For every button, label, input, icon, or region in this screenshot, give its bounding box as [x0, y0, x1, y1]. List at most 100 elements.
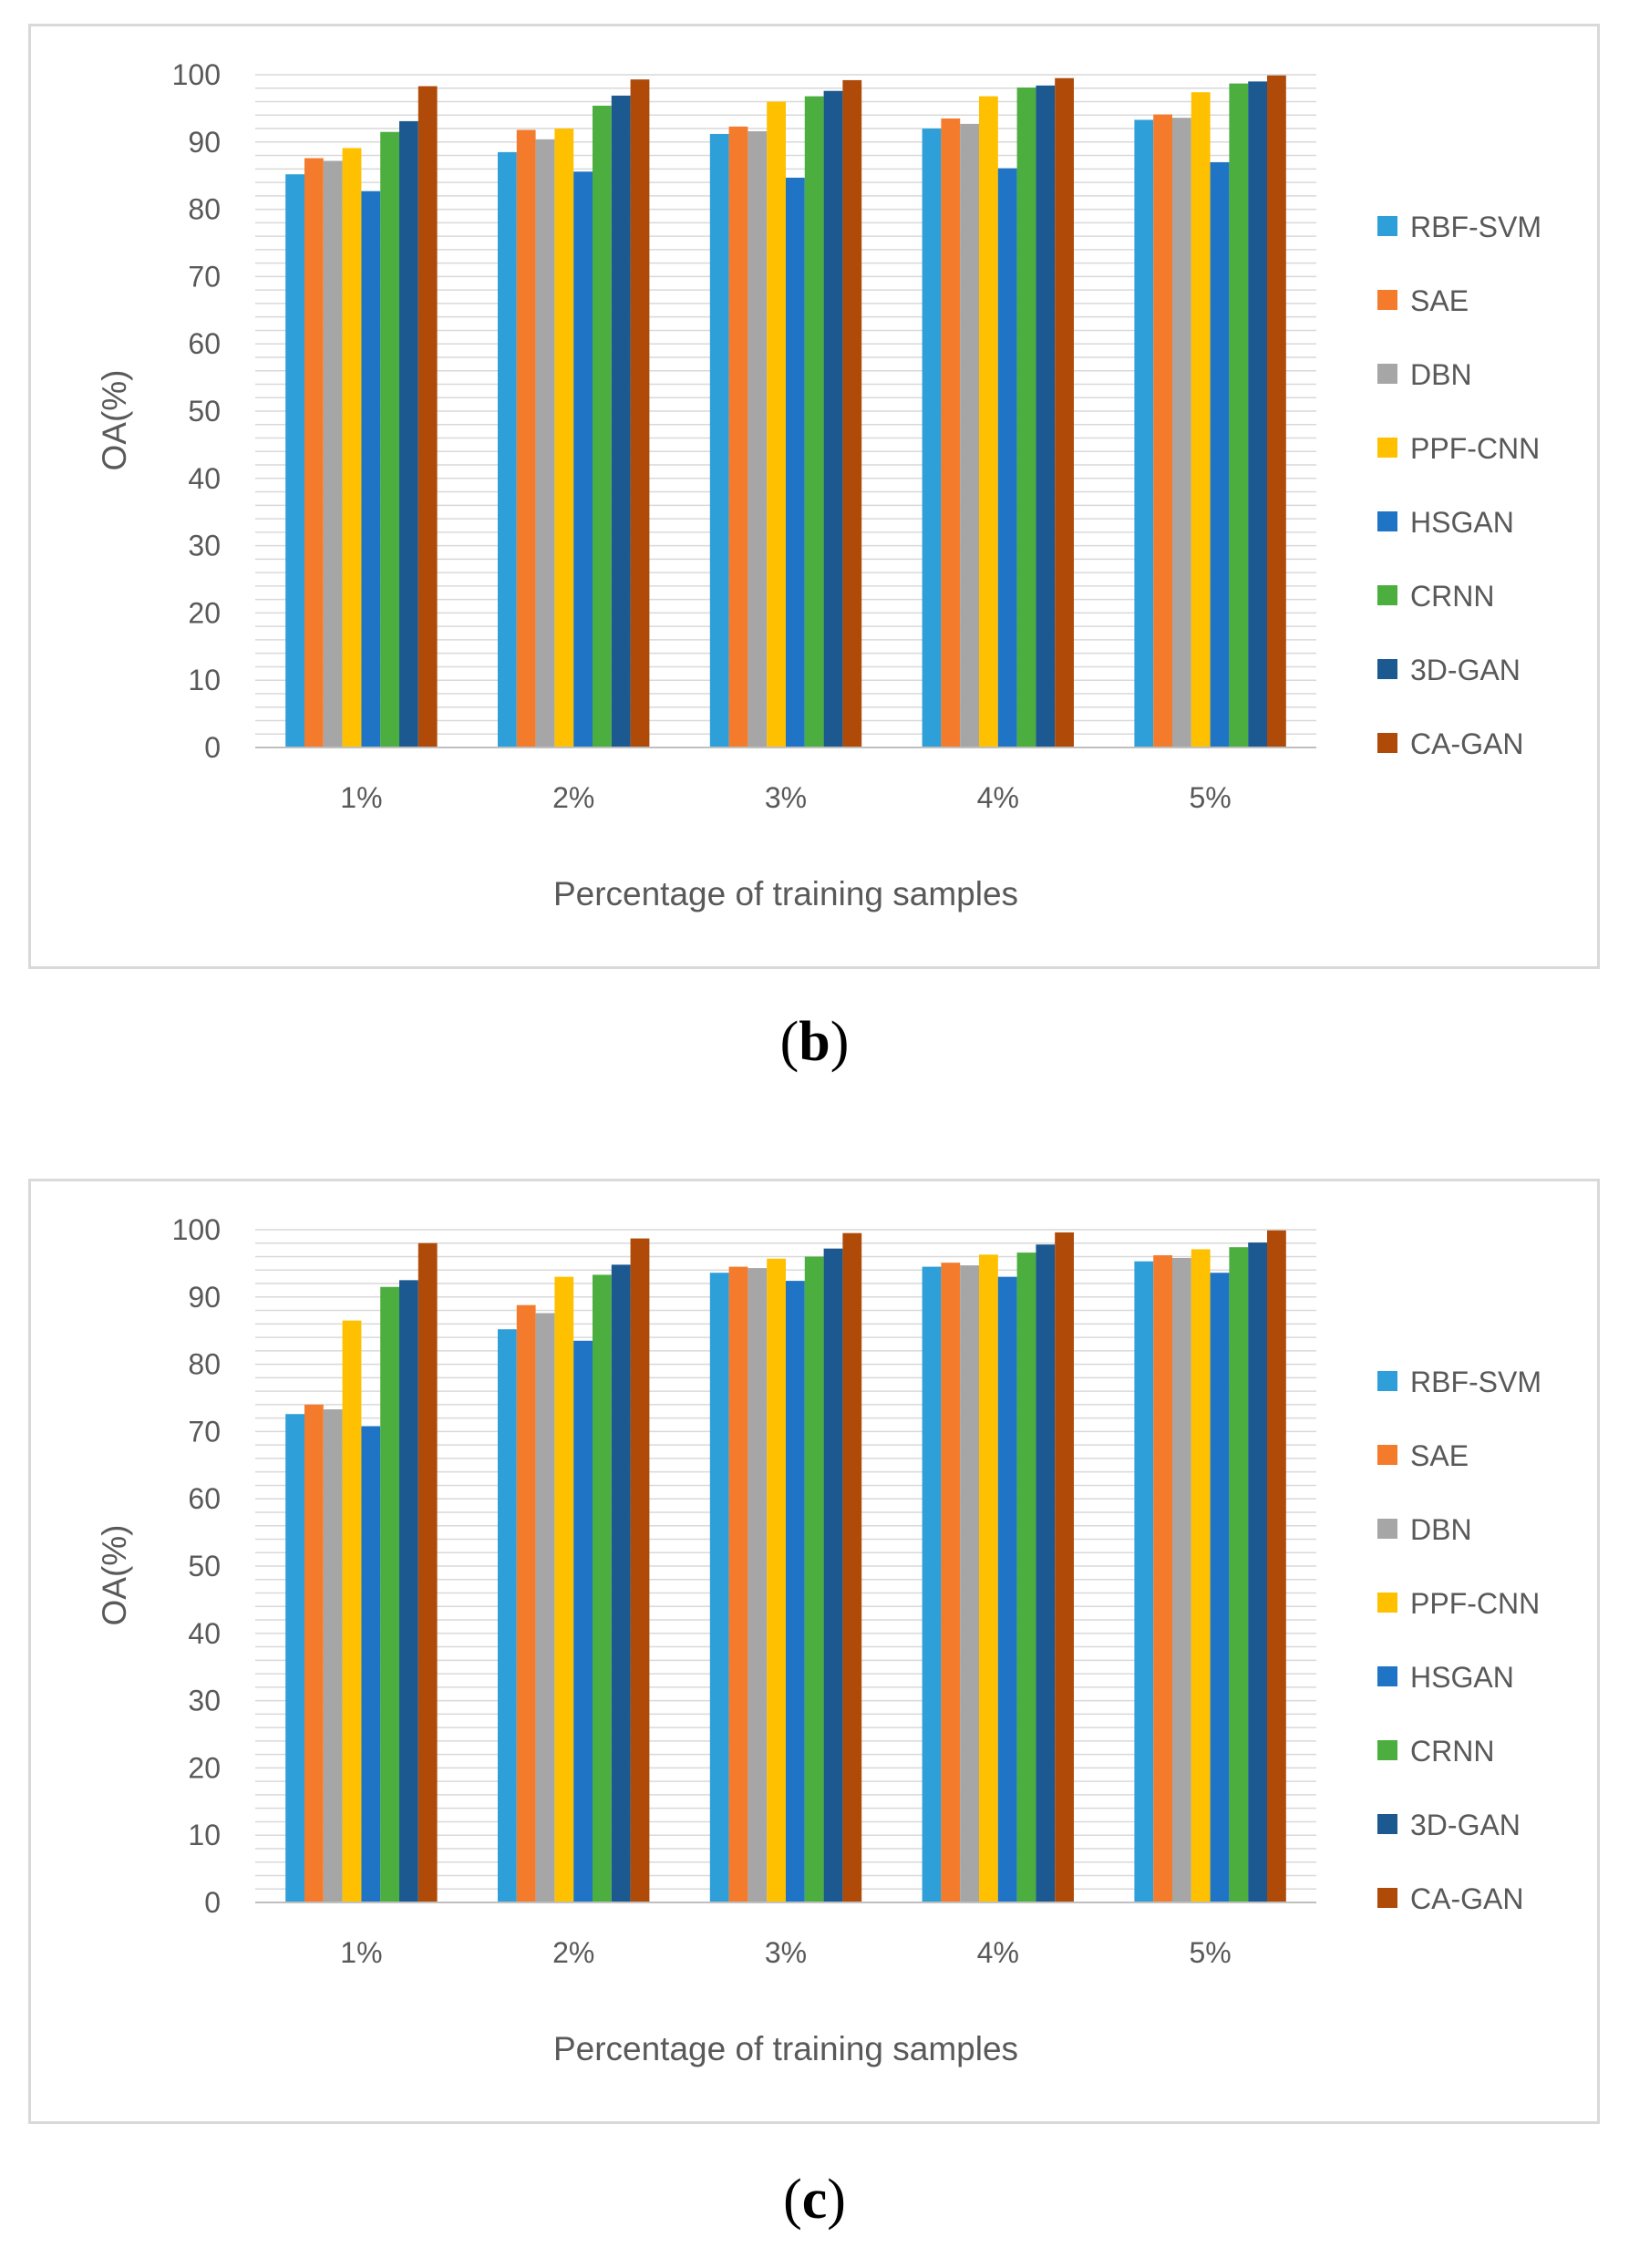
bar-c-HSGAN-3%: [786, 1281, 805, 1902]
bar-c-PPF-CNN-3%: [767, 1258, 786, 1902]
legend-label-b-CA-GAN: CA-GAN: [1410, 727, 1523, 760]
bar-c-SAE-4%: [941, 1263, 961, 1902]
legend-swatch-c-DBN: [1377, 1519, 1397, 1539]
bar-b-DBN-2%: [535, 139, 555, 747]
bar-b-HSGAN-4%: [997, 168, 1017, 747]
y-tick-label-c-60: 60: [188, 1482, 221, 1515]
bar-c-SAE-5%: [1153, 1255, 1172, 1902]
bar-b-PPF-CNN-2%: [554, 129, 574, 747]
y-ticks-b: 0 10 20 30 40 50 60 70 80 90 100: [172, 58, 221, 764]
bar-c-DBN-3%: [747, 1268, 768, 1902]
y-tick-label-c-10: 10: [188, 1819, 221, 1851]
caption-c-letter: c: [801, 2169, 828, 2231]
legend-swatch-c-3D-GAN: [1377, 1814, 1397, 1834]
legend-swatch-b-CA-GAN: [1377, 733, 1397, 753]
bar-c-PPF-CNN-2%: [554, 1276, 574, 1902]
y-tick-label-b-60: 60: [188, 327, 221, 360]
bar-c-RBF-SVM-4%: [922, 1266, 942, 1902]
legend-label-b-CRNN: CRNN: [1410, 580, 1494, 613]
bar-c-RBF-SVM-2%: [498, 1329, 517, 1902]
caption-b-letter: b: [799, 1011, 830, 1073]
legend-label-b-SAE: SAE: [1410, 284, 1469, 317]
bar-c-RBF-SVM-1%: [285, 1414, 304, 1902]
y-tick-label-b-90: 90: [188, 126, 221, 159]
bar-c-SAE-2%: [516, 1304, 536, 1902]
bars-b: [285, 75, 1286, 748]
bar-c-RBF-SVM-3%: [709, 1273, 729, 1902]
y-tick-label-b-50: 50: [188, 395, 221, 428]
bar-c-PPF-CNN-4%: [979, 1254, 998, 1902]
bar-c-3D-GAN-5%: [1248, 1242, 1267, 1902]
y-tick-label-c-90: 90: [188, 1281, 221, 1314]
legend-swatch-b-SAE: [1377, 290, 1397, 310]
x-tick-label-c-1%: 1%: [340, 1936, 382, 1969]
bar-c-CRNN-4%: [1016, 1253, 1036, 1902]
bar-chart-b: 0 10 20 30 40 50 60 70 80 90 100 1% 2% 3% 4% 5% Percenta…: [96, 58, 1541, 912]
legend-swatch-c-CRNN: [1377, 1740, 1397, 1760]
bar-c-DBN-1%: [323, 1409, 343, 1902]
x-tick-label-b-2%: 2%: [552, 781, 594, 814]
bar-b-HSGAN-3%: [786, 177, 805, 747]
bar-c-HSGAN-1%: [361, 1426, 381, 1902]
bar-b-RBF-SVM-2%: [498, 151, 517, 747]
bar-c-HSGAN-5%: [1210, 1273, 1230, 1902]
y-tick-label-b-70: 70: [188, 260, 221, 293]
legend-label-c-CRNN: CRNN: [1410, 1735, 1494, 1768]
y-tick-label-c-100: 100: [172, 1213, 221, 1246]
bar-b-DBN-4%: [960, 123, 979, 747]
legend-swatch-c-RBF-SVM: [1377, 1371, 1397, 1391]
legend-swatch-c-SAE: [1377, 1445, 1397, 1465]
bar-b-RBF-SVM-3%: [709, 133, 729, 748]
bar-c-CRNN-2%: [593, 1274, 612, 1902]
bar-b-RBF-SVM-1%: [285, 174, 304, 747]
bar-c-CA-GAN-5%: [1267, 1230, 1286, 1902]
caption-c-open: (: [783, 2169, 802, 2231]
caption-b: (b): [0, 1010, 1629, 1075]
bar-b-PPF-CNN-5%: [1191, 92, 1211, 748]
legend-swatch-b-RBF-SVM: [1377, 216, 1397, 236]
y-tick-label-b-80: 80: [188, 193, 221, 226]
bar-b-CRNN-2%: [593, 105, 612, 747]
bar-b-PPF-CNN-3%: [767, 101, 786, 747]
bar-b-3D-GAN-5%: [1248, 81, 1267, 747]
bar-c-SAE-1%: [304, 1404, 324, 1902]
y-tick-label-b-20: 20: [188, 596, 221, 629]
bar-b-CA-GAN-2%: [630, 79, 650, 747]
legend-swatch-c-HSGAN: [1377, 1666, 1397, 1686]
y-tick-label-b-0: 0: [204, 731, 221, 764]
y-tick-label-c-40: 40: [188, 1617, 221, 1650]
bar-b-DBN-1%: [323, 160, 343, 748]
legend-label-c-HSGAN: HSGAN: [1410, 1661, 1514, 1694]
bar-b-HSGAN-1%: [361, 191, 381, 747]
bar-b-RBF-SVM-4%: [922, 129, 942, 747]
y-tick-label-b-40: 40: [188, 462, 221, 495]
bar-b-SAE-4%: [941, 118, 961, 748]
y-tick-label-c-50: 50: [188, 1550, 221, 1582]
chart-panel-b: 0 10 20 30 40 50 60 70 80 90 100 1% 2% 3% 4% 5% Percenta…: [28, 24, 1600, 969]
caption-b-open: (: [779, 1011, 799, 1073]
bar-b-SAE-2%: [516, 129, 536, 747]
bar-b-CA-GAN-5%: [1267, 75, 1286, 748]
legend-label-b-3D-GAN: 3D-GAN: [1410, 654, 1521, 686]
bar-c-CRNN-1%: [380, 1286, 399, 1902]
bar-b-3D-GAN-2%: [611, 95, 631, 748]
bar-c-3D-GAN-2%: [611, 1264, 631, 1902]
bar-b-CA-GAN-1%: [418, 86, 438, 747]
bar-b-SAE-3%: [728, 126, 748, 747]
legend-swatch-b-DBN: [1377, 364, 1397, 384]
y-tick-label-b-30: 30: [188, 530, 221, 562]
legend-label-c-3D-GAN: 3D-GAN: [1410, 1809, 1521, 1841]
x-tick-label-c-3%: 3%: [765, 1936, 807, 1969]
y-axis-title-c: OA(%): [96, 1525, 133, 1626]
bar-c-HSGAN-4%: [997, 1276, 1017, 1902]
legend-c: RBF-SVM SAE DBN PPF-CNN HSGAN CRNN 3D-GAN CA-GA…: [1377, 1366, 1541, 1915]
bar-b-SAE-1%: [304, 158, 324, 748]
y-ticks-c: 0 10 20 30 40 50 60 70 80 90 100: [172, 1213, 221, 1919]
legend-label-c-DBN: DBN: [1410, 1513, 1472, 1546]
legend-label-b-RBF-SVM: RBF-SVM: [1410, 211, 1541, 243]
bar-c-CA-GAN-3%: [842, 1232, 862, 1902]
bar-c-RBF-SVM-5%: [1134, 1261, 1154, 1902]
y-tick-label-b-100: 100: [172, 58, 221, 91]
bar-c-HSGAN-2%: [573, 1340, 593, 1902]
